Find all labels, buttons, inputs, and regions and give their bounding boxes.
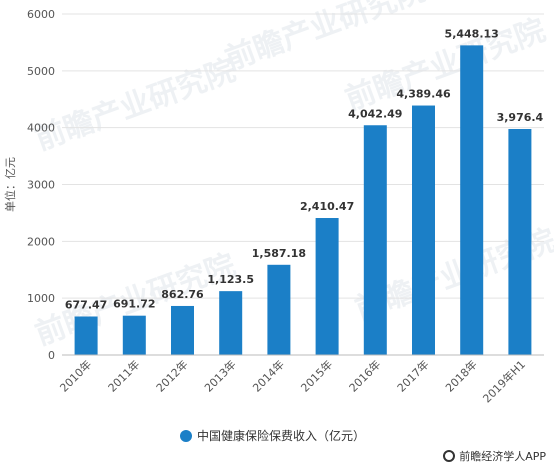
y-tick-label: 5000 [27,65,55,78]
legend-marker [180,430,192,442]
x-tick-label: 2014年 [250,357,287,394]
x-tick-label: 2018年 [442,357,479,394]
legend: 中国健康保险保费收入（亿元） [180,428,365,443]
x-axis-ticks: 2010年 2011年 2012年 2013年 2014年 2015年 2016年 2017年… [57,357,528,405]
bar [460,45,484,355]
source-logo-icon [443,450,456,462]
x-tick-label: 2019年H1 [480,357,528,405]
x-tick-label: 2010年 [57,357,94,394]
bar [122,315,146,355]
x-tick-label: 2015年 [298,357,335,394]
data-label: 3,976.4 [497,111,544,124]
x-tick-label: 2011年 [105,357,142,394]
y-tick-label: 4000 [27,122,55,135]
y-tick-label: 6000 [27,8,55,21]
data-label: 4,042.49 [348,107,402,120]
bar [363,125,387,355]
bar [315,218,339,355]
data-label: 862.76 [161,288,204,301]
bar [74,316,98,355]
x-tick-label: 2013年 [201,357,238,394]
watermark-text: 前瞻产业研究院 [31,53,240,158]
source-credit: 前瞻经济学人APP [443,448,546,464]
x-tick-label: 2016年 [346,357,383,394]
bars [74,45,532,356]
y-tick-label: 2000 [27,235,55,248]
source-text: 前瞻经济学人APP [459,450,546,463]
x-tick-label: 2012年 [153,357,190,394]
y-tick-label: 0 [48,349,55,362]
y-axis-ticks: 0 1000 2000 3000 4000 5000 6000 [27,8,55,362]
data-label: 5,448.13 [445,27,499,40]
y-tick-label: 3000 [27,179,55,192]
data-label: 691.72 [113,298,155,311]
data-label: 1,123.5 [207,273,254,286]
x-tick-label: 2017年 [394,357,431,394]
data-labels: 677.47 691.72 862.761,123.5 1,587.18 2,410.4… [65,27,544,311]
data-label: 1,587.18 [252,247,306,260]
bar [412,105,435,356]
bar [219,291,243,355]
bar [267,264,291,355]
bar [508,129,532,355]
y-tick-label: 1000 [27,292,55,305]
bar [171,305,194,355]
data-label: 677.47 [65,298,107,311]
data-label: 4,389.46 [396,88,451,101]
y-axis-label: 单位：亿元 [3,157,17,212]
data-label: 2,410.47 [300,200,354,213]
legend-label: 中国健康保险保费收入（亿元） [197,428,365,443]
